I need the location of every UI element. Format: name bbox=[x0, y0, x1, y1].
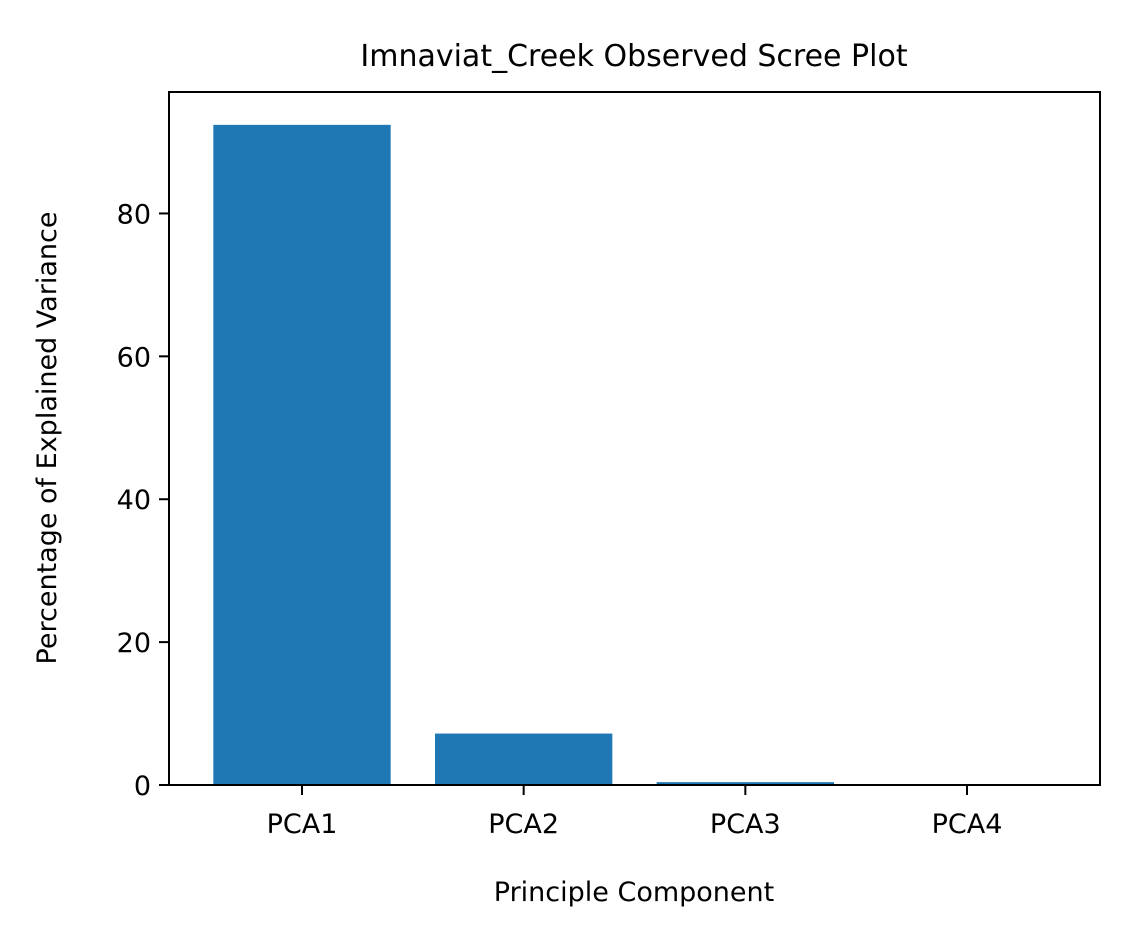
y-tick-label: 20 bbox=[117, 628, 151, 659]
y-tick-label: 60 bbox=[117, 342, 151, 373]
y-tick-label: 40 bbox=[117, 485, 151, 516]
x-tick-label: PCA2 bbox=[488, 809, 559, 840]
y-axis: 0 20 40 60 80 bbox=[117, 199, 169, 802]
x-tick-label: PCA1 bbox=[267, 809, 338, 840]
chart-title: Imnaviat_Creek Observed Scree Plot bbox=[360, 39, 907, 74]
bar-pca2 bbox=[435, 733, 613, 785]
plot-frame bbox=[168, 91, 1101, 786]
y-tick-label: 80 bbox=[117, 199, 151, 230]
bars-layer bbox=[213, 124, 834, 786]
bar-pca3 bbox=[656, 782, 834, 785]
x-tick-label: PCA4 bbox=[932, 809, 1003, 840]
y-axis-label: Percentage of Explained Variance bbox=[32, 212, 63, 665]
y-tick-label: 0 bbox=[134, 771, 151, 802]
x-tick-label: PCA3 bbox=[710, 809, 781, 840]
bar-pca1 bbox=[213, 124, 391, 786]
x-axis-label: Principle Component bbox=[494, 877, 774, 908]
x-axis: PCA1 PCA2 PCA3 PCA4 bbox=[267, 785, 1003, 840]
